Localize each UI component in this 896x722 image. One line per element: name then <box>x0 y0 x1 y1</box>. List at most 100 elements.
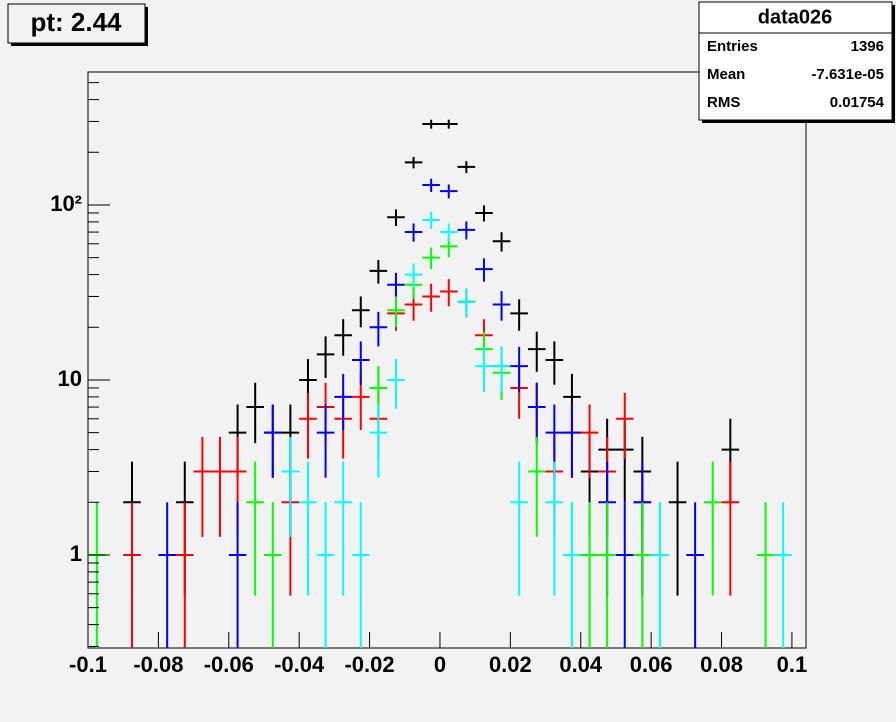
data-point <box>563 502 581 648</box>
data-point <box>475 346 493 392</box>
data-point <box>510 346 528 392</box>
data-point <box>492 232 511 252</box>
data-point <box>387 272 405 299</box>
data-point <box>475 205 493 222</box>
x-tick-label: 0 <box>434 652 446 677</box>
data-point <box>299 392 317 459</box>
data-point <box>404 156 423 169</box>
x-tick-label: 0.02 <box>489 652 532 677</box>
data-point <box>457 288 476 318</box>
data-point <box>299 461 317 596</box>
data-point <box>457 221 476 240</box>
data-point <box>387 296 405 328</box>
data-point <box>422 178 440 192</box>
data-point <box>334 373 352 431</box>
data-point <box>334 319 352 356</box>
data-point <box>439 119 458 129</box>
stats-rows: Entries 1396 Mean -7.631e-05 RMS 0.01754 <box>707 38 885 111</box>
x-tick-label: 0.1 <box>777 652 808 677</box>
data-point <box>211 436 229 537</box>
stats-value: -7.631e-05 <box>811 66 884 83</box>
stats-label: Mean <box>707 66 745 83</box>
stats-label: Entries <box>707 38 758 55</box>
x-tick-label: -0.1 <box>69 652 107 677</box>
x-tick-label: -0.02 <box>344 652 394 677</box>
data-point <box>369 404 388 478</box>
data-point <box>351 341 370 385</box>
data-point <box>457 161 476 174</box>
frame <box>87 71 807 649</box>
data-point <box>563 404 581 478</box>
data-point <box>193 436 212 537</box>
data-point <box>422 283 440 312</box>
data-point <box>316 336 335 379</box>
data-point <box>686 502 704 648</box>
data-point <box>369 311 388 347</box>
data-point <box>334 461 352 596</box>
data-point <box>492 346 511 392</box>
data-point <box>492 291 511 321</box>
data-point <box>246 461 264 596</box>
data-point <box>281 436 300 537</box>
data-point <box>615 502 634 648</box>
data-point <box>633 502 652 648</box>
data-point <box>703 461 722 596</box>
data-point <box>439 279 458 307</box>
x-tick-label: -0.08 <box>133 652 183 677</box>
x-tick-label: 0.06 <box>630 652 673 677</box>
data-point <box>439 223 458 242</box>
data-point <box>545 341 564 385</box>
data-point <box>668 461 687 596</box>
data-point <box>580 502 599 648</box>
stats-value: 0.01754 <box>830 94 885 111</box>
data-point <box>598 502 616 648</box>
data-point <box>316 502 335 648</box>
y-tick-label: 1 <box>70 541 82 566</box>
data-point <box>510 461 528 596</box>
data-point <box>527 331 546 372</box>
data-point <box>263 502 282 648</box>
data-point <box>545 461 564 596</box>
data-point <box>774 502 792 648</box>
plot-area <box>88 119 792 648</box>
data-point <box>175 502 194 648</box>
data-point <box>422 247 440 270</box>
data-point <box>527 382 546 444</box>
x-tick-label: 0.04 <box>559 652 603 677</box>
data-point <box>422 212 440 229</box>
chart-title: pt: 2.44 <box>30 7 122 37</box>
data-point <box>228 502 247 648</box>
data-point <box>527 436 546 537</box>
data-point <box>387 359 405 409</box>
x-tick-label: 0.08 <box>700 652 743 677</box>
data-point <box>404 223 423 242</box>
data-point <box>756 502 775 648</box>
stats-value: 1396 <box>851 38 884 55</box>
data-point <box>422 119 440 129</box>
data-point <box>246 382 264 444</box>
data-point <box>351 296 370 328</box>
x-tick-label: -0.04 <box>274 652 325 677</box>
title-box <box>7 3 146 44</box>
data-point <box>439 184 458 199</box>
y-tick-label: 10 <box>58 366 82 391</box>
stats-label: RMS <box>707 94 740 111</box>
data-point <box>158 502 176 648</box>
x-tick-label: -0.06 <box>204 652 254 677</box>
data-point <box>510 299 528 331</box>
data-point <box>123 502 141 648</box>
data-point <box>721 461 740 596</box>
data-point <box>404 263 423 288</box>
stats-title: data026 <box>758 6 833 28</box>
stats-box <box>698 1 893 121</box>
data-point <box>351 502 370 648</box>
data-point <box>475 258 493 282</box>
data-point <box>316 404 335 478</box>
data-point <box>369 259 388 284</box>
data-point <box>580 404 599 478</box>
y-tick-label: 10² <box>50 191 82 216</box>
data-point <box>387 209 405 227</box>
data-point <box>263 404 282 478</box>
data-point <box>615 392 634 459</box>
